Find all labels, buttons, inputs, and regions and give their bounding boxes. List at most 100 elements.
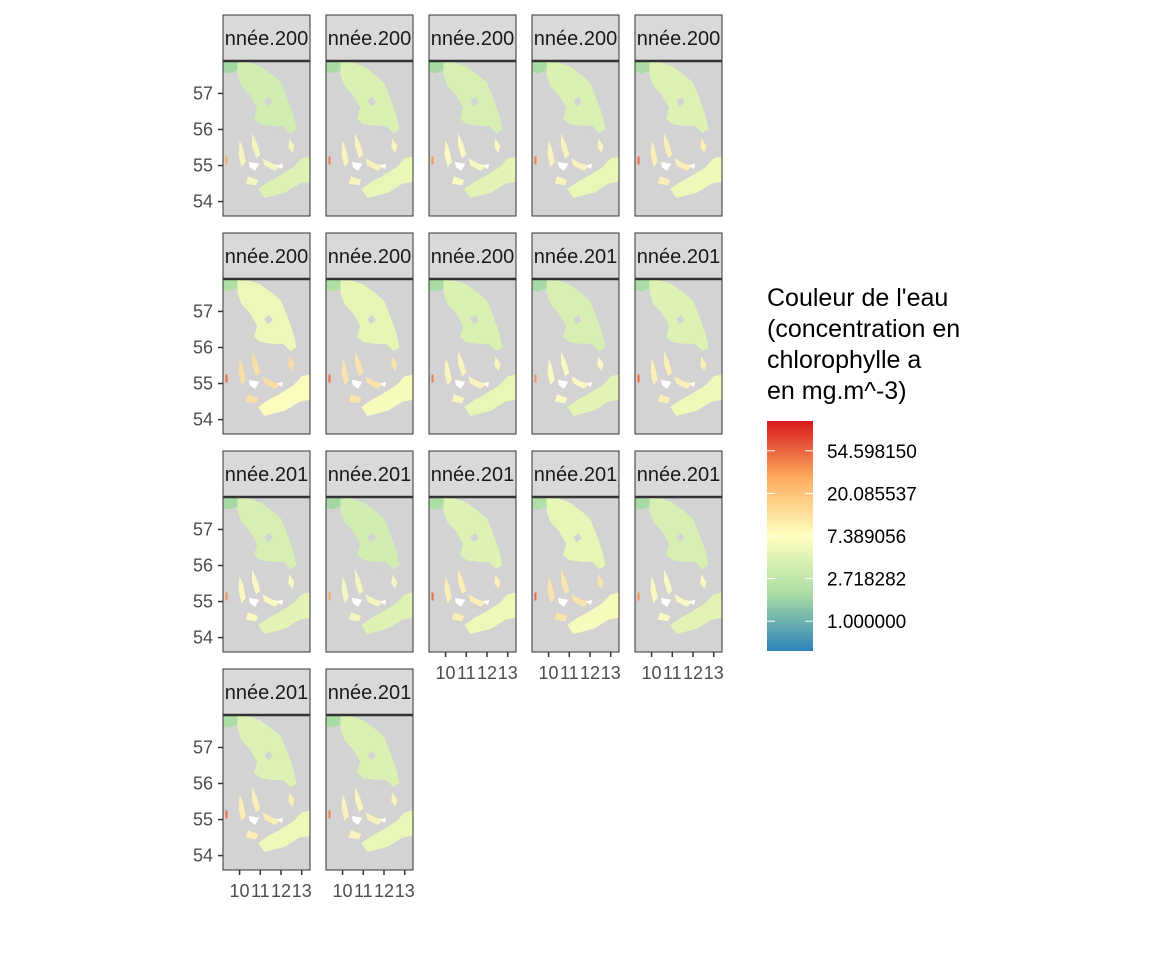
coastal-hotspot	[328, 810, 331, 819]
belt-area	[458, 351, 467, 377]
island-patch	[264, 751, 273, 761]
white-island	[351, 597, 363, 607]
panel-data	[532, 279, 619, 416]
white-island	[379, 381, 387, 388]
facet-strip-label: nnée.200	[431, 28, 514, 50]
belt-area	[494, 138, 501, 153]
belt-area	[288, 138, 295, 153]
facet-strip	[531, 450, 620, 498]
panel-data	[223, 61, 310, 198]
kattegat-area	[237, 279, 297, 352]
skagerrak-area	[429, 497, 448, 510]
x-tick-label: 13	[292, 881, 312, 901]
belt-area	[262, 594, 281, 607]
facet-panel: nnée.201 10 11 12 13	[531, 450, 621, 683]
facet-panel: nnée.200	[428, 232, 517, 435]
island-patch	[367, 751, 376, 761]
white-island	[557, 161, 569, 171]
skagerrak-area	[223, 61, 242, 74]
kattegat-area	[340, 715, 400, 788]
legend-ticks: 54.598150 20.085537 7.389056 2.718282 1.0000…	[767, 442, 917, 633]
panel-border	[222, 60, 311, 217]
belt-area	[365, 812, 384, 825]
belt-area	[252, 351, 261, 377]
belt-area	[700, 356, 707, 371]
legend-label: 54.598150	[827, 442, 917, 463]
x-tick-label: 13	[498, 663, 518, 683]
kattegat-area	[443, 497, 503, 570]
baltic-area	[464, 156, 516, 198]
baltic-area	[567, 374, 619, 416]
belt-area	[355, 133, 364, 159]
facet-strip	[428, 450, 517, 498]
belt-area	[252, 569, 261, 595]
facet-strip	[634, 232, 723, 280]
x-tick-label: 10	[333, 881, 353, 901]
baltic-area	[361, 374, 413, 416]
panel-data	[223, 497, 310, 634]
coastal-hotspot	[225, 374, 228, 383]
x-tick-label: 11	[251, 881, 270, 901]
white-island	[454, 597, 466, 607]
white-island	[585, 599, 593, 606]
island-patch	[583, 125, 591, 134]
panel-border	[634, 60, 723, 217]
kattegat-area	[649, 61, 709, 134]
panel-data	[429, 497, 516, 634]
white-island	[688, 381, 696, 388]
belt-area	[561, 133, 570, 159]
belt-area	[554, 612, 568, 622]
white-island	[557, 379, 569, 389]
island-patch	[583, 343, 591, 352]
panel-data	[532, 497, 619, 634]
belt-area	[444, 140, 452, 168]
panel-border	[325, 60, 414, 217]
facet-panel: nnée.200 54 55 56 57	[193, 14, 311, 217]
legend-title: Couleur de l'eau (concentration en chlorop…	[767, 284, 960, 405]
belt-area	[238, 140, 246, 168]
panel-data	[635, 279, 722, 416]
belt-area	[547, 140, 555, 168]
belt-area	[597, 356, 604, 371]
x-tick-label: 11	[663, 663, 682, 683]
baltic-area	[670, 156, 722, 198]
island-patch	[377, 779, 385, 788]
kattegat-area	[649, 279, 709, 352]
facet-strip	[428, 232, 517, 280]
white-island	[688, 163, 696, 170]
white-island	[557, 597, 569, 607]
baltic-area	[258, 156, 310, 198]
x-tick-label: 12	[580, 663, 600, 683]
panel-data	[429, 279, 516, 416]
skagerrak-area	[429, 279, 448, 292]
y-tick-label: 54	[193, 192, 213, 212]
panel-data	[635, 61, 722, 198]
belt-area	[391, 792, 398, 807]
belt-area	[355, 351, 364, 377]
coastal-hotspot	[534, 156, 537, 165]
belt-area	[288, 792, 295, 807]
panel-border	[634, 278, 723, 435]
kattegat-area	[443, 61, 503, 134]
panel-border	[222, 714, 311, 871]
coastal-hotspot	[328, 592, 331, 601]
facet-strip	[222, 232, 311, 280]
white-island	[276, 163, 284, 170]
belt-area	[355, 787, 364, 813]
kattegat-area	[340, 61, 400, 134]
facet-strip-label: nnée.200	[534, 28, 617, 50]
belt-area	[341, 140, 349, 168]
white-island	[482, 599, 490, 606]
panel-border	[531, 496, 620, 653]
belt-area	[288, 574, 295, 589]
facet-panel: nnée.201	[634, 232, 723, 435]
facet-panel: nnée.200	[428, 14, 517, 217]
belt-area	[262, 158, 281, 171]
skagerrak-area	[532, 61, 551, 74]
facet-panel: nnée.201 54 55 56 57	[193, 450, 311, 653]
coastal-hotspot	[637, 156, 640, 165]
legend-title-line: en mg.m^-3)	[767, 377, 907, 405]
y-tick-label: 54	[193, 846, 213, 866]
belt-area	[597, 138, 604, 153]
